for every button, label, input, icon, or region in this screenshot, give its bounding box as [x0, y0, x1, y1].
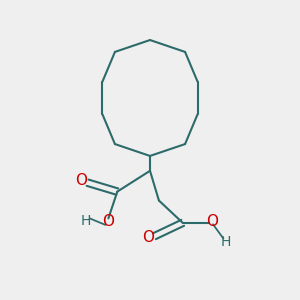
Text: O: O — [102, 214, 114, 229]
Text: H: H — [220, 235, 231, 249]
Text: O: O — [75, 173, 87, 188]
Text: O: O — [206, 214, 218, 229]
Text: O: O — [142, 230, 154, 245]
Text: H: H — [81, 214, 91, 228]
